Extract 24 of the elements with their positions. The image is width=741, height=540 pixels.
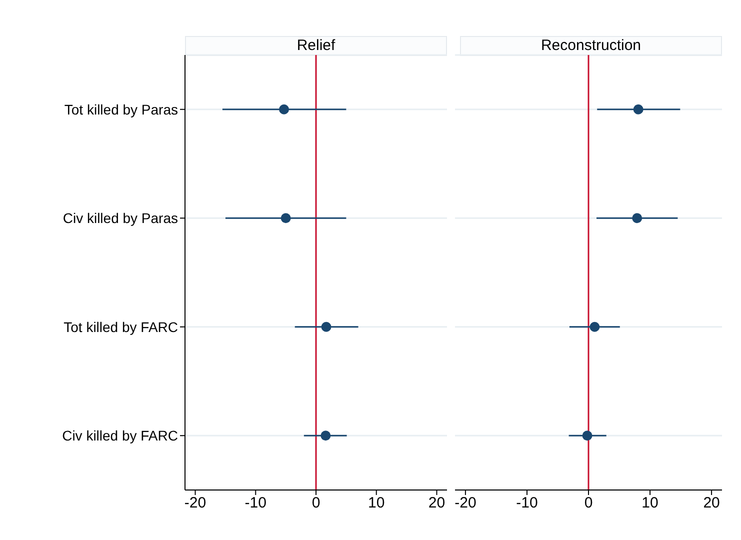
point bbox=[582, 430, 592, 441]
x-tick-label: -10 bbox=[516, 494, 538, 512]
y-tick-label: Civ killed by FARC bbox=[62, 428, 178, 444]
x-tick-label: 20 bbox=[428, 494, 446, 512]
chart-title: Relief bbox=[185, 36, 447, 56]
y-tick-label: Civ killed by Paras bbox=[62, 210, 178, 226]
x-tick-label: -20 bbox=[184, 494, 206, 512]
x-tick-label: -10 bbox=[244, 494, 266, 512]
x-tick-label: 0 bbox=[312, 494, 320, 512]
x-tick-label: 10 bbox=[368, 494, 385, 512]
x-tick-label: 20 bbox=[703, 494, 720, 512]
x-tick-label: 10 bbox=[642, 494, 658, 512]
x-tick-label: -20 bbox=[454, 494, 476, 512]
point bbox=[280, 213, 291, 224]
chart-title: Reconstruction bbox=[460, 36, 722, 56]
x-tick-label: 0 bbox=[584, 494, 593, 512]
point bbox=[590, 322, 600, 332]
point bbox=[320, 430, 331, 441]
point bbox=[632, 213, 642, 224]
y-tick-label: Tot killed by Paras bbox=[64, 101, 178, 118]
point bbox=[321, 322, 332, 332]
y-tick-label: Tot killed by FARC bbox=[64, 318, 178, 335]
point bbox=[279, 104, 290, 114]
point bbox=[633, 104, 644, 114]
